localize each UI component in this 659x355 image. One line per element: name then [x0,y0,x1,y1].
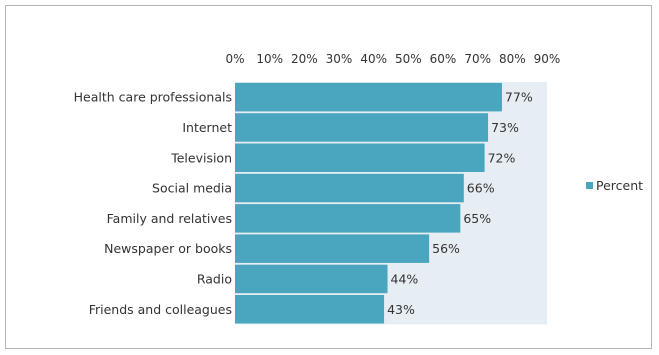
x-tick-label: 90% [534,52,561,66]
bar [235,82,502,112]
x-tick-label: 50% [395,52,422,66]
legend-swatch [586,182,593,189]
category-label: Family and relatives [107,211,232,226]
category-label: Friends and colleagues [89,302,232,317]
legend: Percent [586,178,643,193]
bar [235,264,388,294]
x-tick-label: 60% [430,52,457,66]
category-label: Internet [182,120,232,135]
bar [235,234,430,263]
x-tick-label: 0% [225,52,244,66]
bar [235,204,461,233]
data-label: 44% [391,271,419,286]
bar-chart: 0% 10% 20% 30% 40% 50% 60% 70% 80% 90% Health car… [74,52,643,325]
bar [235,173,464,203]
data-label: 77% [505,90,533,105]
bar [235,295,385,324]
category-label: Social media [152,181,232,196]
chart-frame: 0% 10% 20% 30% 40% 50% 60% 70% 80% 90% Health car… [5,5,652,349]
category-label: Newspaper or books [104,241,232,256]
x-tick-label: 20% [291,52,318,66]
bar [235,143,485,172]
x-tick-label: 80% [499,52,526,66]
data-label: 56% [432,241,460,256]
data-label: 72% [488,150,516,165]
category-label: Television [170,150,232,165]
category-label: Health care professionals [74,90,232,105]
data-label: 65% [463,211,491,226]
x-tick-label: 30% [326,52,353,66]
x-tick-label: 70% [464,52,491,66]
bar [235,113,489,142]
category-label: Radio [197,271,232,286]
legend-label-percent: Percent [596,178,643,193]
data-label: 43% [387,302,415,317]
x-tick-label: 10% [256,52,283,66]
data-label: 66% [467,181,495,196]
x-tick-label: 40% [360,52,387,66]
data-label: 73% [491,120,519,135]
